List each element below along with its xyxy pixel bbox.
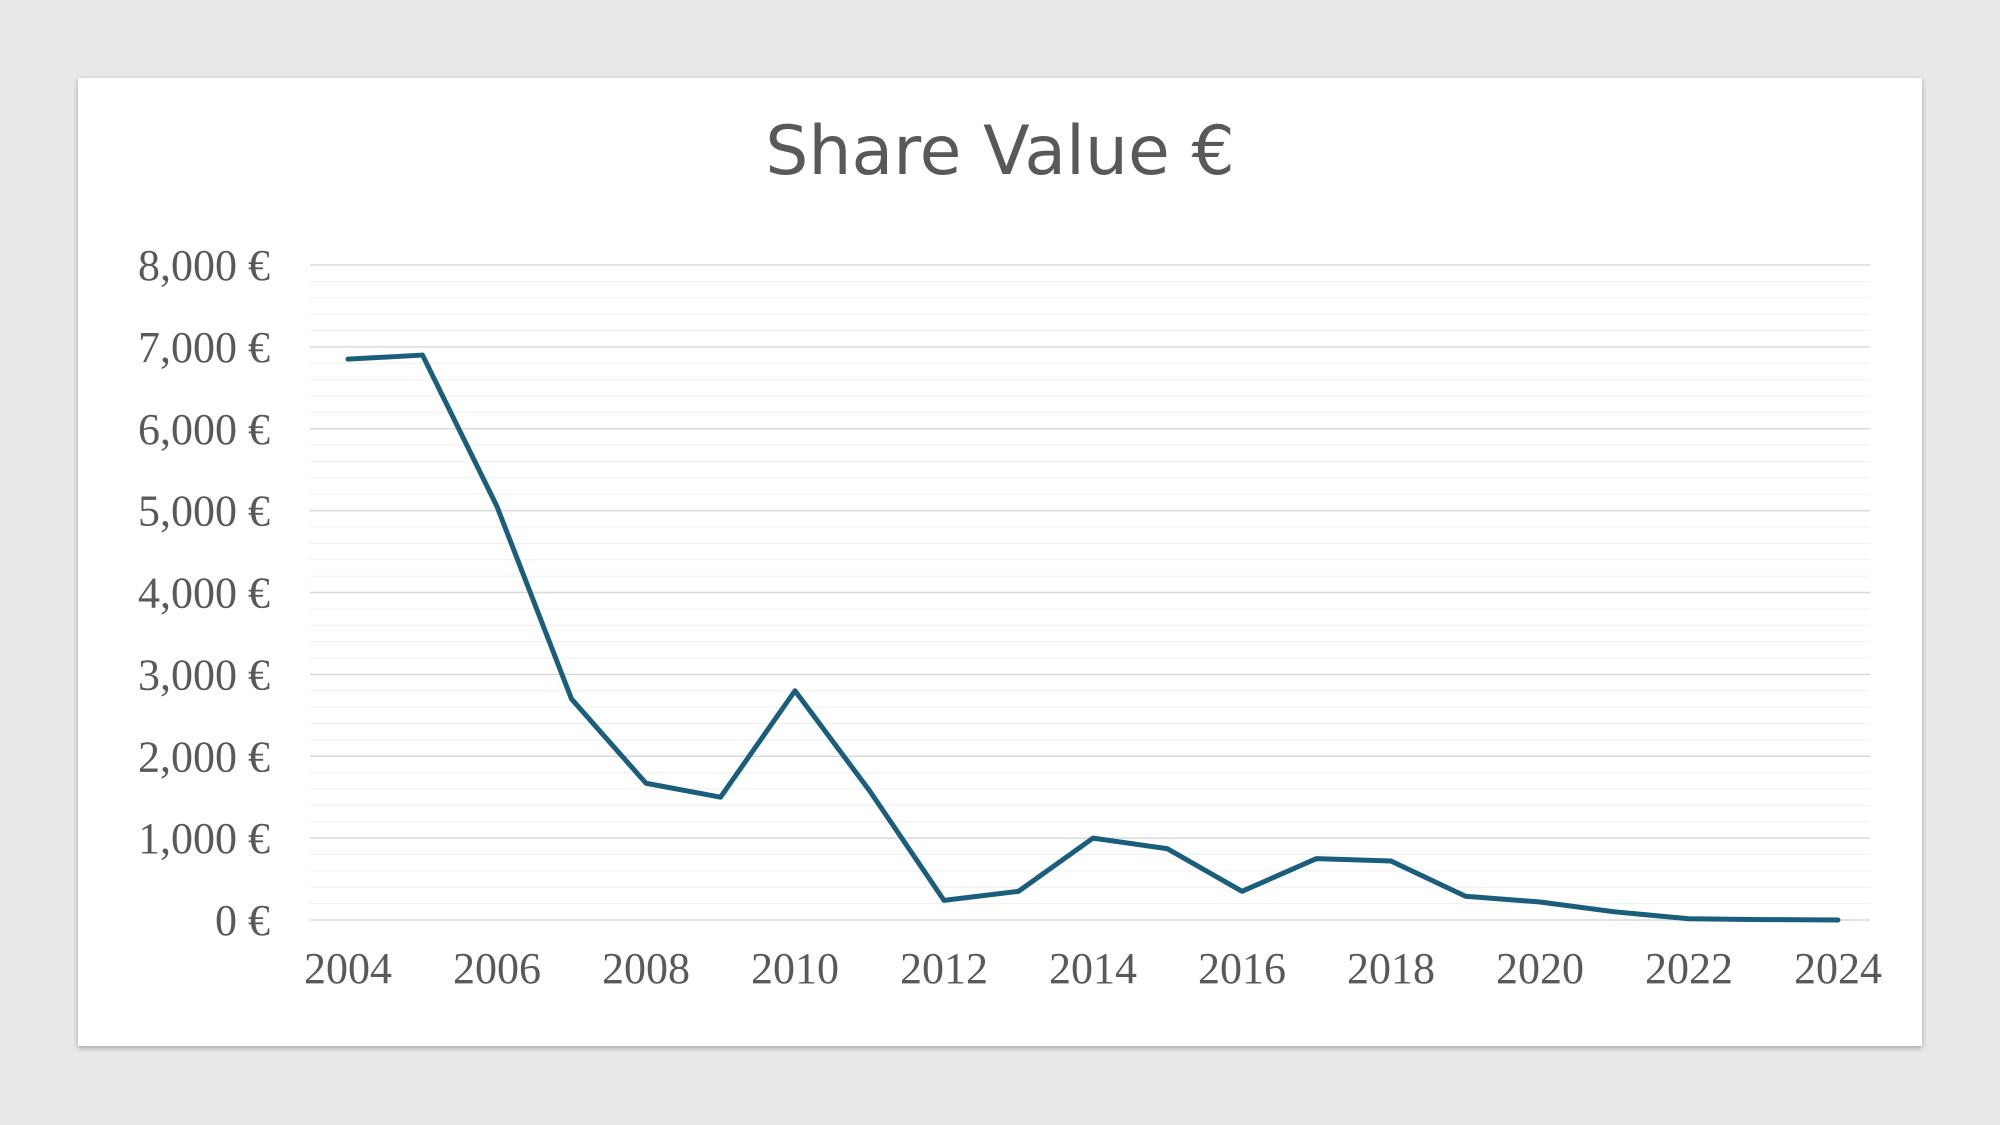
x-tick-label: 2006 [453,944,541,993]
x-tick-label: 2012 [900,944,988,993]
data-series [345,352,1841,923]
x-tick-label: 2022 [1645,944,1733,993]
series-line [345,352,1841,923]
x-axis-ticks: 2004 2006 2008 2010 2012 2014 2016 2018 2020 2022… [304,944,1882,993]
x-tick-label: 2018 [1347,944,1435,993]
x-tick-label: 2014 [1049,944,1137,993]
x-tick-label: 2016 [1198,944,1286,993]
y-tick-label: 6,000 € [138,405,270,454]
chart-card: Share Value € 0 € 1,000 € 2,000 € 3,000 € 4,… [78,78,1922,1046]
x-tick-label: 2008 [602,944,690,993]
y-tick-label: 8,000 € [138,241,270,290]
x-tick-label: 2010 [751,944,839,993]
y-tick-label: 1,000 € [138,814,270,863]
x-tick-label: 2004 [304,944,392,993]
y-tick-label: 4,000 € [138,569,270,618]
x-tick-label: 2020 [1496,944,1584,993]
line-chart: Share Value € 0 € 1,000 € 2,000 € 3,000 € 4,… [138,112,1882,993]
x-tick-label: 2024 [1794,944,1882,993]
y-tick-label: 5,000 € [138,487,270,536]
y-tick-label: 7,000 € [138,323,270,372]
y-tick-label: 3,000 € [138,650,270,699]
y-tick-label: 0 € [215,896,270,945]
grid-lines [310,264,1870,921]
y-axis-ticks: 0 € 1,000 € 2,000 € 3,000 € 4,000 € 5,000 € 6,… [138,241,270,945]
chart-title: Share Value € [765,112,1234,191]
y-tick-label: 2,000 € [138,732,270,781]
